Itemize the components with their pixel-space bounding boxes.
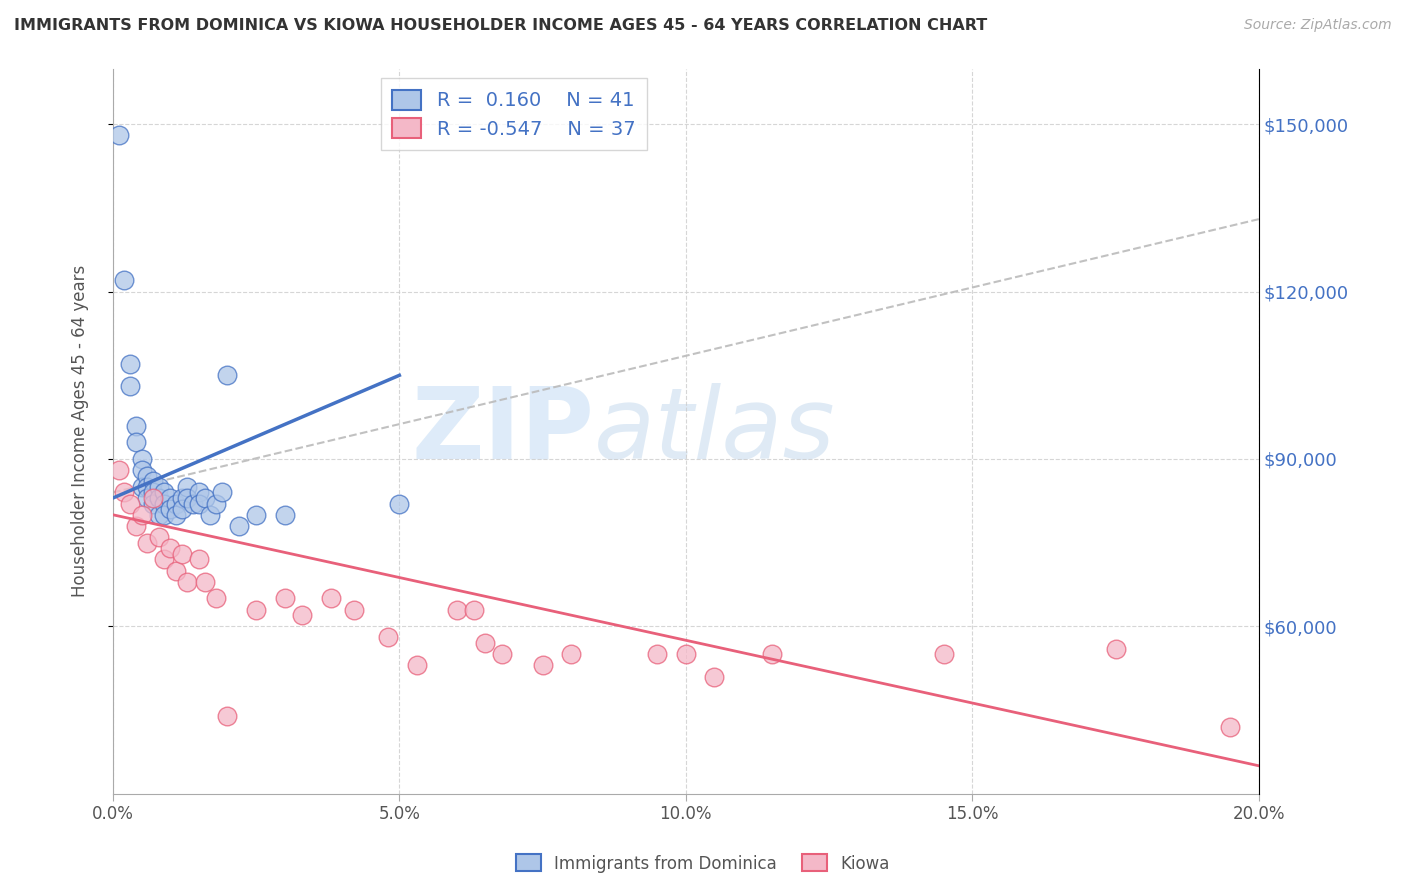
Point bbox=[319, 591, 342, 606]
Point bbox=[377, 631, 399, 645]
Point bbox=[131, 508, 153, 522]
Point bbox=[228, 519, 250, 533]
Legend: R =  0.160    N = 41, R = -0.547    N = 37: R = 0.160 N = 41, R = -0.547 N = 37 bbox=[381, 78, 647, 151]
Point bbox=[274, 508, 297, 522]
Point bbox=[211, 485, 233, 500]
Point bbox=[176, 491, 198, 505]
Point bbox=[491, 647, 513, 661]
Point bbox=[217, 708, 239, 723]
Point bbox=[170, 502, 193, 516]
Point bbox=[474, 636, 496, 650]
Point bbox=[245, 508, 267, 522]
Point bbox=[205, 497, 228, 511]
Legend: Immigrants from Dominica, Kiowa: Immigrants from Dominica, Kiowa bbox=[509, 847, 897, 880]
Point bbox=[136, 480, 159, 494]
Point bbox=[342, 602, 364, 616]
Point bbox=[125, 418, 148, 433]
Point bbox=[165, 497, 187, 511]
Point bbox=[131, 452, 153, 467]
Point bbox=[187, 485, 209, 500]
Point bbox=[193, 574, 215, 589]
Point bbox=[142, 491, 165, 505]
Point bbox=[170, 491, 193, 505]
Text: IMMIGRANTS FROM DOMINICA VS KIOWA HOUSEHOLDER INCOME AGES 45 - 64 YEARS CORRELAT: IMMIGRANTS FROM DOMINICA VS KIOWA HOUSEH… bbox=[14, 18, 987, 33]
Text: Source: ZipAtlas.com: Source: ZipAtlas.com bbox=[1244, 18, 1392, 32]
Point bbox=[136, 491, 159, 505]
Point bbox=[159, 541, 181, 556]
Point bbox=[187, 552, 209, 566]
Point bbox=[153, 485, 176, 500]
Point bbox=[165, 508, 187, 522]
Text: atlas: atlas bbox=[595, 383, 835, 480]
Point bbox=[1104, 641, 1126, 656]
Point bbox=[176, 480, 198, 494]
Point bbox=[560, 647, 582, 661]
Point bbox=[107, 463, 129, 477]
Point bbox=[446, 602, 468, 616]
Point bbox=[291, 608, 314, 623]
Point bbox=[118, 379, 141, 393]
Point bbox=[107, 128, 129, 143]
Point bbox=[675, 647, 697, 661]
Point bbox=[205, 591, 228, 606]
Point bbox=[388, 497, 411, 511]
Point bbox=[761, 647, 783, 661]
Point bbox=[181, 497, 204, 511]
Point bbox=[112, 485, 135, 500]
Point bbox=[148, 480, 170, 494]
Point bbox=[148, 508, 170, 522]
Point bbox=[1219, 720, 1241, 734]
Point bbox=[131, 480, 153, 494]
Point bbox=[217, 368, 239, 383]
Point bbox=[131, 463, 153, 477]
Point bbox=[645, 647, 668, 661]
Point bbox=[148, 491, 170, 505]
Point bbox=[176, 574, 198, 589]
Point bbox=[531, 658, 554, 673]
Point bbox=[125, 435, 148, 450]
Point bbox=[142, 475, 165, 489]
Point bbox=[112, 273, 135, 287]
Point bbox=[153, 552, 176, 566]
Point bbox=[153, 508, 176, 522]
Point bbox=[118, 357, 141, 371]
Point bbox=[405, 658, 427, 673]
Point bbox=[118, 497, 141, 511]
Point bbox=[274, 591, 297, 606]
Point bbox=[193, 491, 215, 505]
Point bbox=[932, 647, 955, 661]
Point bbox=[148, 530, 170, 544]
Y-axis label: Householder Income Ages 45 - 64 years: Householder Income Ages 45 - 64 years bbox=[72, 265, 89, 598]
Point bbox=[136, 535, 159, 549]
Point bbox=[187, 497, 209, 511]
Point bbox=[136, 468, 159, 483]
Point bbox=[245, 602, 267, 616]
Point bbox=[200, 508, 222, 522]
Point bbox=[153, 497, 176, 511]
Point bbox=[159, 502, 181, 516]
Point bbox=[463, 602, 485, 616]
Point bbox=[165, 564, 187, 578]
Point bbox=[125, 519, 148, 533]
Point bbox=[142, 485, 165, 500]
Point bbox=[159, 491, 181, 505]
Point bbox=[142, 497, 165, 511]
Text: ZIP: ZIP bbox=[412, 383, 595, 480]
Point bbox=[170, 547, 193, 561]
Point bbox=[703, 669, 725, 683]
